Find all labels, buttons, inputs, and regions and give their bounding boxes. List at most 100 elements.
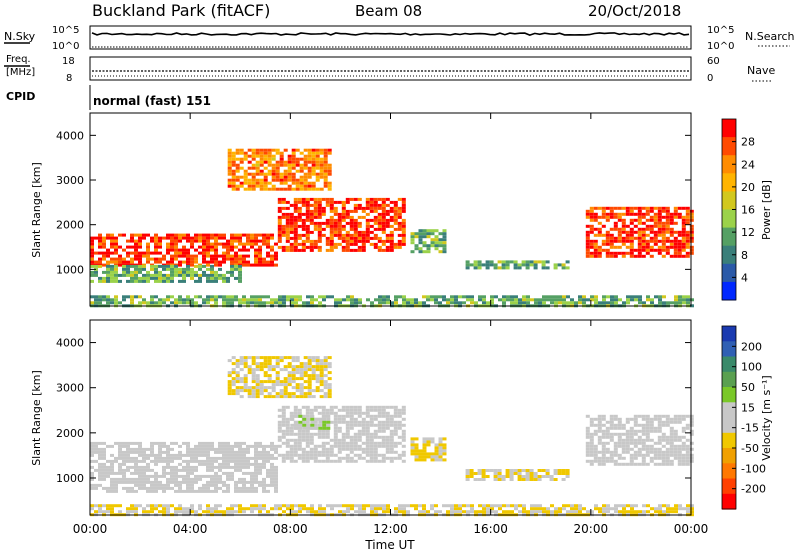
velocity-cell: [349, 408, 354, 412]
velocity-cell: [227, 392, 232, 396]
velocity-cell: [98, 468, 102, 472]
power-cell: [162, 264, 166, 268]
power-cell: [202, 245, 206, 249]
velocity-cell: [227, 380, 232, 384]
power-cell: [665, 230, 670, 234]
power-cell: [614, 298, 618, 302]
velocity-cell: [589, 435, 594, 439]
velocity-cell: [589, 450, 594, 454]
velocity-cell: [274, 504, 278, 508]
velocity-cell: [118, 444, 122, 448]
velocity-cell: [589, 441, 594, 445]
ytick-label: 2000: [56, 219, 84, 232]
velocity-cell: [357, 456, 362, 460]
power-cell: [138, 260, 142, 264]
velocity-cell: [118, 468, 122, 472]
power-cell: [230, 233, 234, 237]
velocity-cell: [222, 483, 226, 487]
velocity-cell: [333, 435, 338, 439]
velocity-cell: [625, 435, 630, 439]
velocity-cell: [337, 456, 342, 460]
velocity-cell: [414, 443, 419, 447]
power-cell: [393, 218, 398, 222]
velocity-cell: [198, 462, 202, 466]
power-cell: [434, 244, 439, 248]
power-cell: [285, 245, 290, 249]
power-cell: [238, 273, 242, 277]
velocity-cell: [238, 465, 242, 469]
power-cell: [477, 266, 482, 270]
velocity-cell: [646, 504, 650, 508]
power-cell: [227, 151, 232, 155]
power-cell: [357, 230, 362, 234]
velocity-cell: [334, 504, 338, 508]
power-cell: [401, 224, 406, 228]
velocity-cell: [517, 475, 522, 478]
power-cell: [317, 221, 322, 225]
power-cell: [222, 298, 226, 302]
velocity-cell: [345, 414, 350, 418]
power-cell: [230, 301, 234, 305]
power-cell: [162, 276, 166, 280]
power-cell: [295, 157, 300, 161]
velocity-cell: [401, 408, 406, 412]
velocity-cell: [649, 438, 654, 442]
power-cell: [214, 242, 218, 246]
velocity-cell: [393, 426, 398, 430]
power-cell: [685, 251, 690, 255]
velocity-cell: [277, 429, 282, 433]
power-cell: [673, 251, 678, 255]
velocity-cell: [303, 374, 308, 378]
velocity-cell: [98, 456, 102, 460]
velocity-cell: [297, 447, 302, 451]
velocity-cell: [226, 447, 230, 451]
power-cell: [657, 218, 662, 222]
power-cell: [158, 273, 162, 277]
velocity-cell: [106, 465, 110, 469]
velocity-cell: [303, 395, 308, 399]
velocity-cell: [291, 380, 296, 384]
velocity-cell: [170, 465, 174, 469]
ytick-label: 3000: [56, 382, 84, 395]
velocity-cell: [570, 504, 574, 508]
velocity-cell: [354, 504, 358, 508]
power-cell: [665, 236, 670, 240]
velocity-cell: [138, 459, 142, 463]
power-cell: [293, 248, 298, 252]
power-cell: [545, 260, 550, 264]
power-cell: [482, 301, 486, 305]
power-cell: [170, 276, 174, 280]
power-cell: [319, 151, 324, 155]
power-cell: [315, 160, 320, 164]
power-cell: [303, 172, 308, 176]
velocity-cell: [385, 420, 390, 424]
velocity-cell: [613, 444, 618, 448]
velocity-cell: [190, 450, 194, 454]
velocity-cell: [214, 486, 218, 490]
power-cell: [283, 181, 288, 185]
velocity-cell: [142, 483, 146, 487]
velocity-cell: [362, 507, 366, 511]
power-cell: [626, 298, 630, 302]
velocity-cell: [337, 420, 342, 424]
velocity-cell: [426, 455, 431, 459]
velocity-cell: [549, 475, 554, 478]
freq-tick-bottom: 8: [66, 73, 72, 84]
velocity-cell: [238, 480, 242, 484]
power-cell: [313, 215, 318, 219]
power-cell: [317, 203, 322, 207]
velocity-cell: [290, 504, 294, 508]
velocity-cell: [98, 504, 102, 508]
velocity-cell: [341, 447, 346, 451]
power-cell: [418, 238, 423, 242]
velocity-cell: [501, 478, 506, 481]
power-cell: [235, 169, 240, 173]
velocity-cell: [633, 438, 638, 442]
colorbar-tick-label: -15: [741, 422, 759, 435]
power-cell: [617, 236, 622, 240]
velocity-cell: [597, 456, 602, 460]
velocity-cell: [178, 462, 182, 466]
power-cell: [689, 212, 694, 216]
velocity-cell: [270, 477, 274, 481]
velocity-cell: [665, 456, 670, 460]
